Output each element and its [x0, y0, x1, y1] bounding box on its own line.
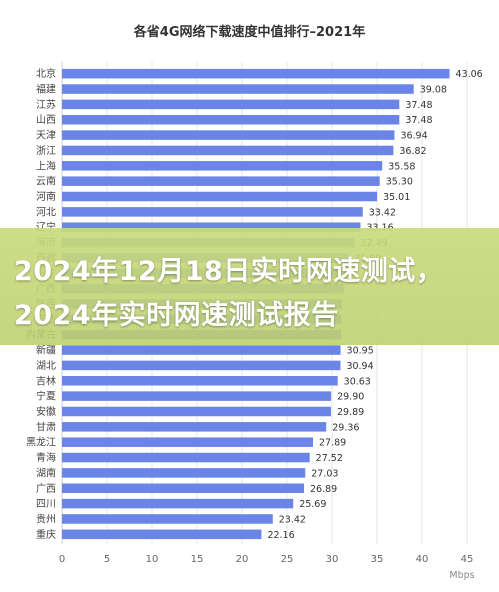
value-label: 29.90: [337, 392, 364, 403]
bar: [62, 498, 294, 509]
bar: [62, 222, 361, 232]
category-label: 安徽: [36, 405, 56, 418]
value-label: 43.06: [456, 69, 483, 80]
category-label: 青海: [36, 451, 56, 464]
value-label: 29.36: [332, 422, 359, 433]
bar: [62, 468, 306, 478]
overlay-banner: [0, 228, 499, 345]
bar: [62, 483, 305, 494]
value-label: 35.30: [386, 177, 413, 188]
bar: [62, 376, 338, 386]
bar: [62, 391, 332, 401]
value-label: 23.42: [279, 514, 306, 525]
x-tick-label: 25: [281, 554, 294, 565]
value-label: 37.48: [405, 115, 432, 126]
bar: [62, 99, 400, 110]
category-label: 山西: [36, 114, 56, 126]
x-tick-label: 35: [371, 554, 384, 565]
category-label: 甘肃: [36, 420, 56, 433]
value-label: 36.94: [400, 131, 427, 142]
value-label: 35.58: [388, 161, 415, 172]
category-label: 云南: [36, 175, 56, 188]
bar: [62, 191, 378, 202]
overlay-headline: 2024年12月18日实时网速测试，2024年实时网速测试报告: [14, 256, 444, 331]
category-label: 黑龙江: [26, 436, 56, 449]
value-label: 37.48: [405, 100, 432, 111]
value-label: 29.89: [337, 407, 364, 418]
category-label: 宁夏: [36, 390, 56, 403]
bar: [62, 68, 450, 79]
value-labels: 43.06 39.08 37.48 37.48 36.94 36.82 35.58 35.30…: [267, 69, 482, 541]
bar: [62, 145, 394, 156]
category-label: 重庆: [36, 528, 56, 541]
x-tick-label: 20: [236, 554, 249, 565]
value-label: 30.94: [346, 361, 373, 372]
category-label: 北京: [36, 67, 56, 80]
bar: [62, 452, 310, 463]
chart-title: 各省4G网络下载速度中值排行–2021年: [133, 24, 365, 40]
value-label: 27.52: [316, 453, 343, 464]
bar: [62, 207, 363, 217]
bar: [62, 130, 395, 140]
x-axis-ticks: 0 5 10 15 20 25 30 35 40 45: [59, 554, 474, 565]
category-label: 江苏: [36, 98, 56, 111]
x-tick-label: 30: [326, 554, 339, 565]
value-label: 30.95: [347, 346, 374, 357]
category-label: 湖北: [36, 360, 56, 372]
bar: [62, 84, 414, 94]
bar: [62, 161, 383, 171]
bar: [62, 422, 327, 432]
category-label: 上海: [36, 159, 56, 172]
x-tick-label: 10: [146, 554, 159, 565]
value-label: 35.01: [383, 192, 410, 203]
value-label: 27.03: [311, 468, 338, 479]
value-label: 30.63: [344, 376, 371, 387]
category-label: 福建: [36, 83, 56, 96]
category-label: 浙江: [36, 145, 56, 157]
value-label: 33.42: [369, 207, 396, 218]
bar: [62, 360, 341, 371]
x-tick-label: 0: [59, 554, 65, 565]
category-label: 新疆: [36, 344, 56, 357]
value-label: 22.16: [267, 530, 294, 541]
value-label: 25.69: [299, 499, 326, 510]
x-tick-label: 40: [416, 554, 429, 565]
x-tick-label: 15: [191, 554, 204, 565]
category-label: 吉林: [36, 374, 56, 387]
bar: [62, 514, 273, 524]
bar: [62, 345, 341, 355]
bar: [62, 437, 314, 447]
value-label: 36.82: [399, 146, 426, 157]
category-label: 湖南: [36, 466, 56, 479]
x-tick-label: 45: [461, 554, 474, 565]
category-label: 河南: [36, 190, 56, 203]
category-label: 河北: [36, 206, 56, 218]
bar: [62, 406, 332, 417]
category-label: 贵州: [36, 512, 56, 525]
category-label: 天津: [36, 130, 56, 142]
category-label: 四川: [36, 499, 56, 510]
category-label: 广西: [36, 483, 56, 495]
x-axis-unit-label: Mbps: [449, 570, 474, 581]
value-label: 27.89: [319, 438, 346, 449]
value-label: 26.89: [310, 484, 337, 495]
bar: [62, 114, 400, 125]
bar: [62, 176, 380, 186]
bar: [62, 529, 262, 540]
value-label: 39.08: [420, 85, 447, 96]
x-tick-label: 5: [104, 554, 110, 565]
